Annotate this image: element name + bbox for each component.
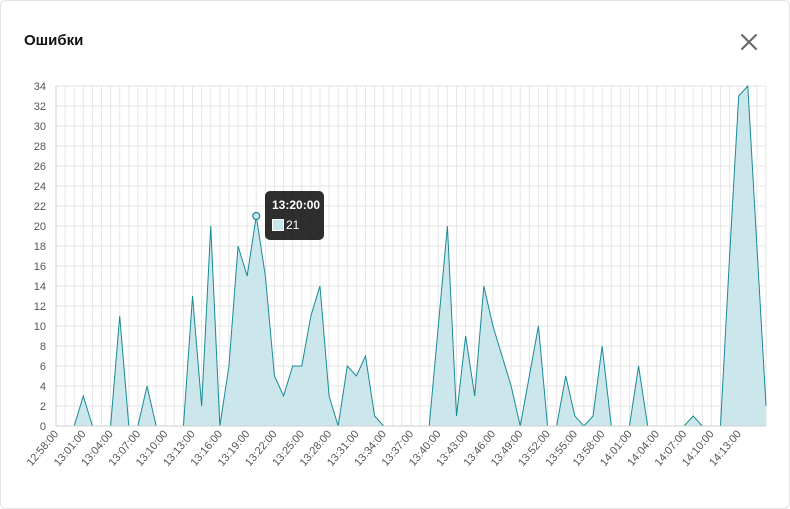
tooltip-time: 13:20:00 [272,198,321,212]
y-tick-label: 22 [34,201,46,213]
close-icon[interactable] [739,32,759,52]
y-tick-label: 26 [34,161,46,173]
y-tick-label: 14 [34,281,46,293]
area-fill [56,86,766,426]
y-tick-label: 30 [34,121,46,133]
y-tick-label: 0 [40,421,46,433]
y-tick-label: 20 [34,221,46,233]
tooltip-swatch [272,219,284,231]
chart-tooltip: 13:20:00 21 [265,191,324,240]
y-tick-label: 12 [34,301,46,313]
y-tick-label: 8 [40,341,46,353]
dialog-title: Ошибки [24,32,84,49]
y-tick-label: 24 [34,181,46,193]
y-tick-label: 34 [34,81,46,93]
y-tick-label: 10 [34,321,46,333]
y-tick-label: 16 [34,261,46,273]
y-tick-label: 2 [40,401,46,413]
y-tick-label: 18 [34,241,46,253]
highlight-point [252,211,261,221]
y-tick-label: 32 [34,101,46,113]
y-tick-label: 4 [40,381,46,393]
y-tick-label: 28 [34,141,46,153]
y-tick-label: 6 [40,361,46,373]
tooltip-value: 21 [286,218,300,232]
